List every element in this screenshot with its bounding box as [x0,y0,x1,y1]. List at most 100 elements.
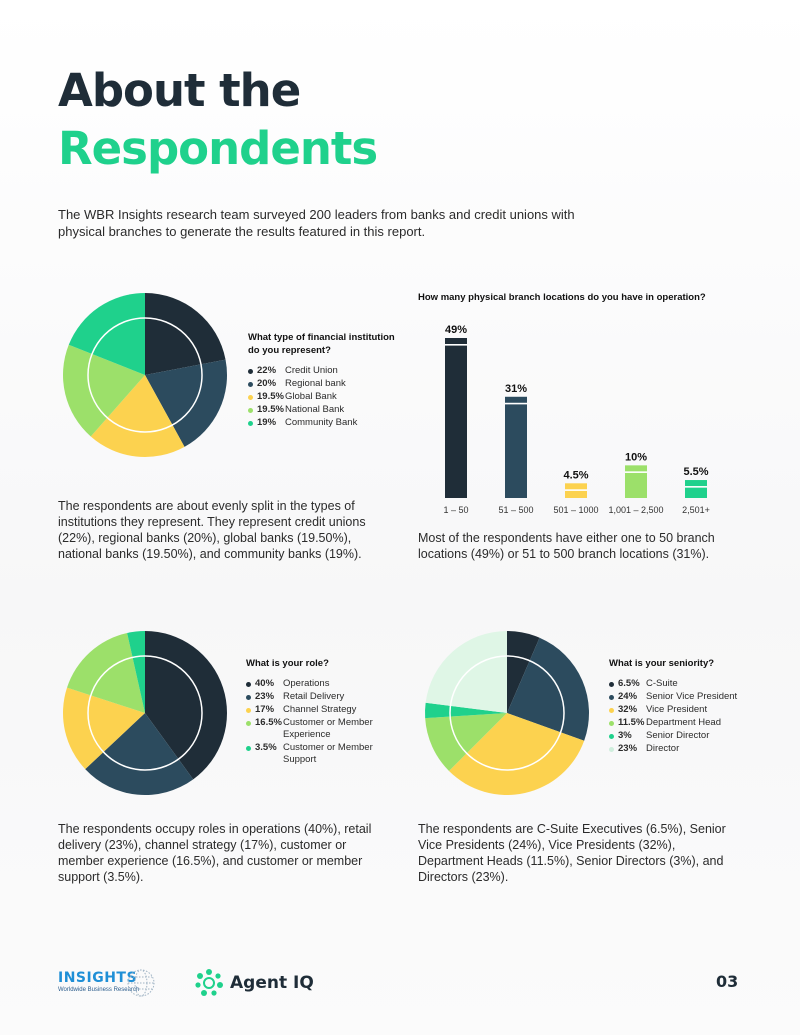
legend-dot [609,746,614,752]
legend-row: 6.5% C-Suite [609,678,749,690]
legend-label: Channel Strategy [283,704,357,715]
legend-percent: 19% [257,417,277,428]
legend-dot [248,368,253,374]
seniority-legend: What is your seniority? 6.5% C-Suite 24% Se… [609,657,749,756]
pie-slice-5 [425,631,507,713]
bar-value-label: 49% [445,324,467,336]
pie-slice-1 [145,359,228,447]
bar-highlight-2 [565,489,587,491]
legend-row: 32% Vice President [609,704,749,716]
bar-value-label: 4.5% [563,469,588,481]
pie-slice-3 [67,632,145,713]
legend-row: 19.5% National Bank [248,404,408,416]
pie-slice-2 [62,687,145,770]
title-line-1: About the [58,64,301,117]
legend-label: National Bank [285,404,345,415]
legend-dot [246,707,251,713]
seniority-paragraph: The respondents are C-Suite Executives (… [418,822,726,884]
legend-label: C-Suite [646,678,678,689]
legend-label: Customer or Member Experience [283,717,373,740]
legend-dot [248,420,253,426]
bar-highlight-1 [505,402,527,405]
bar-category-label: 501 – 1000 [553,505,598,515]
bar-highlight-4 [685,486,707,488]
legend-dot [609,720,614,726]
legend-dot [609,707,614,713]
institution-pie-chart [62,293,228,458]
legend-percent: 16.5% [255,717,282,728]
legend-row: 17% Channel Strategy [246,704,386,716]
pie-slice-1 [507,637,590,741]
legend-row: 20% Regional bank [248,378,408,390]
legend-row: 23% Director [609,743,749,755]
pie-inner-ring [87,317,203,433]
legend-label: Global Bank [285,391,337,402]
legend-row: 3% Senior Director [609,730,749,742]
legend-percent: 6.5% [618,678,640,689]
pie-slice-3 [62,344,145,437]
pie-slice-1 [85,713,194,796]
legend-percent: 17% [255,704,275,715]
legend-label: Credit Union [285,365,338,376]
legend-label: Vice President [646,704,708,715]
pie-slice-2 [90,375,185,458]
legend-dot [609,694,614,700]
bar-value-label: 5.5% [683,466,708,478]
agent-iq-wordmark: Agent IQ [230,973,314,993]
legend-dot [248,394,253,400]
bar-4 [685,480,707,498]
legend-label: Department Head [646,717,721,728]
branch-bar-chart: 49% 1 – 50 31% 51 – 500 4.5% 501 – 1000 10% 1,0… [443,324,709,515]
bar-3 [625,465,647,498]
pie-slice-4 [127,631,145,713]
page-title: About the Respondents [58,62,378,178]
bar-highlight-0 [445,344,467,346]
legend-percent: 23% [618,743,638,754]
legend-label: Customer or Member Support [283,742,373,765]
legend-label: Retail Delivery [283,691,345,702]
insights-logo: INSIGHTS Worldwide Business Research [58,969,155,997]
legend-label: Director [646,743,680,754]
branch-paragraph: Most of the respondents have either one … [418,531,715,561]
title-line-2: Respondents [58,122,378,175]
globe-icon [127,969,155,997]
legend-percent: 19.5% [257,391,284,402]
pie-slice-0 [145,631,228,780]
bar-category-label: 51 – 500 [498,505,533,515]
pie-slice-4 [68,293,145,375]
pie-slice-0 [507,631,540,713]
role-legend: What is your role? 40% Operations 23% Retai… [246,657,386,767]
legend-percent: 3% [618,730,632,741]
legend-row: 19% Community Bank [248,417,408,429]
legend-dot [246,694,251,700]
legend-row: 19.5% Global Bank [248,391,408,403]
bar-value-label: 10% [625,451,647,463]
seniority-question: What is your seniority? [609,658,715,669]
legend-row: 16.5% Customer or Member Experience [246,717,386,741]
legend-percent: 3.5% [255,742,277,753]
legend-label: Operations [283,678,330,689]
legend-dot [248,407,253,413]
bar-value-label: 31% [505,383,527,395]
legend-percent: 20% [257,378,277,389]
bar-category-label: 1,001 – 2,500 [608,505,663,515]
seniority-pie-chart [424,631,590,795]
legend-label: Senior Director [646,730,710,741]
legend-row: 11.5% Department Head [609,717,749,729]
bar-category-label: 1 – 50 [443,505,468,515]
legend-dot [609,681,614,687]
legend-percent: 22% [257,365,277,376]
insights-wordmark: INSIGHTS [58,970,138,986]
pie-inner-ring [449,655,565,771]
legend-percent: 23% [255,691,275,702]
role-pie-chart [62,631,228,796]
legend-percent: 24% [618,691,638,702]
bar-0 [445,338,467,498]
legend-percent: 11.5% [618,717,645,728]
role-question: What is your role? [246,658,329,669]
pie-inner-ring [87,655,203,771]
legend-row: 3.5% Customer or Member Support [246,742,386,766]
pie-slice-4 [424,702,507,719]
legend-dot [248,381,253,387]
branch-question: How many physical branch locations do yo… [418,292,706,303]
